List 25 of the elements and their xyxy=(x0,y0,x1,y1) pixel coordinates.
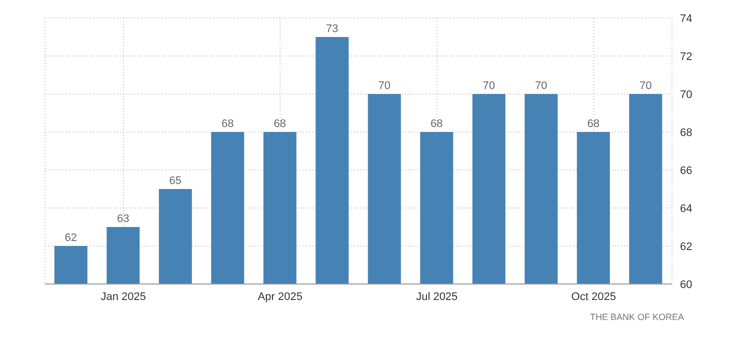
x-tick-label: Jan 2025 xyxy=(100,290,146,303)
x-tick-label: Apr 2025 xyxy=(258,290,302,303)
y-tick-label: 62 xyxy=(680,240,692,253)
data-label: 68 xyxy=(587,118,600,130)
x-tick-label: Oct 2025 xyxy=(571,290,616,303)
data-label: 63 xyxy=(117,213,130,225)
y-tick-label: 74 xyxy=(680,12,692,25)
y-tick-label: 72 xyxy=(680,50,692,63)
y-tick-label: 60 xyxy=(680,278,692,291)
x-tick-label: Jul 2025 xyxy=(416,290,458,303)
data-label: 68 xyxy=(274,118,286,130)
data-label: 70 xyxy=(535,80,548,92)
y-tick-label: 64 xyxy=(680,202,692,215)
data-label: 65 xyxy=(169,175,182,187)
y-tick-label: 68 xyxy=(680,126,692,139)
y-tick-label: 66 xyxy=(680,164,692,177)
text: THE BANK OF KOREA xyxy=(590,312,684,322)
data-label: 68 xyxy=(222,118,234,130)
data-label: 70 xyxy=(378,80,391,92)
data-label: 70 xyxy=(640,80,652,92)
data-label: 70 xyxy=(482,80,496,92)
data-label: 62 xyxy=(64,232,78,244)
y-tick-label: 70 xyxy=(680,88,692,101)
data-label: 68 xyxy=(430,118,443,130)
data-label: 73 xyxy=(326,23,338,35)
